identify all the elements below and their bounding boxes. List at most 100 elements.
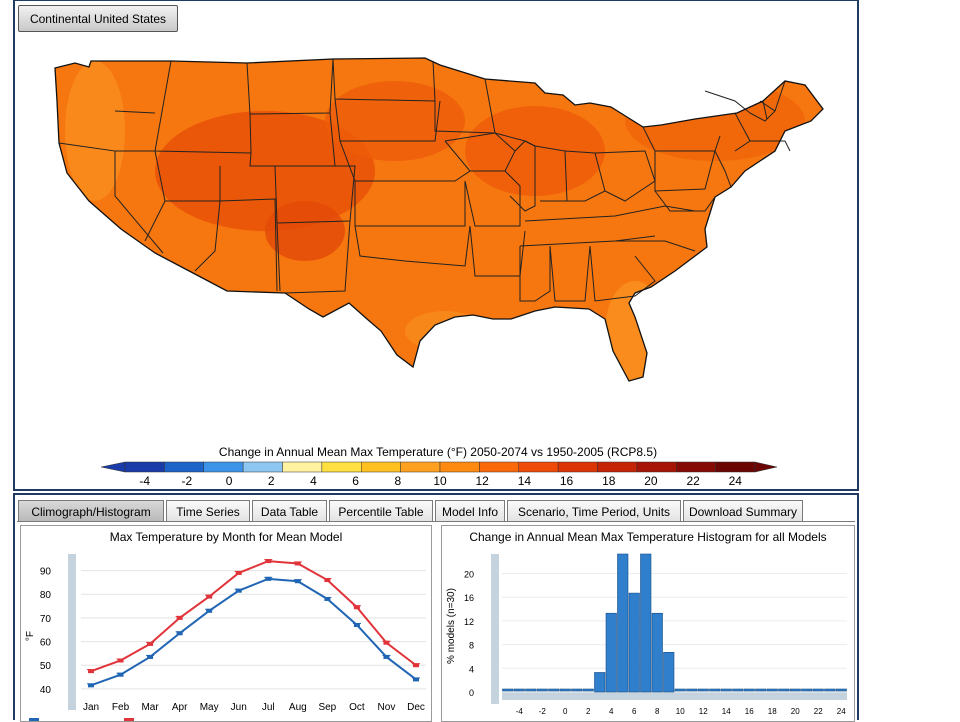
legend-tick-label: 0 xyxy=(226,474,233,488)
y-tick-label: 70 xyxy=(40,614,52,625)
histogram-bar[interactable] xyxy=(502,688,514,692)
y-axis-label: % models (n=30) xyxy=(446,588,457,664)
x-tick-label: -4 xyxy=(516,707,524,716)
histogram-bar[interactable] xyxy=(605,612,617,693)
histogram-bar[interactable] xyxy=(640,553,652,693)
histogram-bar[interactable] xyxy=(789,688,801,692)
legend-high-arrow xyxy=(754,461,778,473)
histogram-bar[interactable] xyxy=(674,688,686,692)
legend-tick-label: 4 xyxy=(310,474,317,488)
data-point[interactable] xyxy=(206,594,213,599)
histogram-bar[interactable] xyxy=(617,553,629,693)
histogram-bar[interactable] xyxy=(513,688,525,692)
tab-percentile-table[interactable]: Percentile Table xyxy=(329,500,433,522)
histogram-bar[interactable] xyxy=(582,688,594,692)
data-point[interactable] xyxy=(176,631,183,636)
x-scrollbar[interactable] xyxy=(502,692,847,700)
histogram-bar[interactable] xyxy=(812,688,824,692)
tab-time-series[interactable]: Time Series xyxy=(166,500,250,522)
legend-tick-label: 20 xyxy=(644,474,658,488)
histogram-bar[interactable] xyxy=(697,688,709,692)
legend-tick-label: 22 xyxy=(686,474,700,488)
us-map[interactable] xyxy=(15,1,861,441)
legend-tick-label: 8 xyxy=(394,474,401,488)
temperature-fill xyxy=(55,58,823,381)
data-point[interactable] xyxy=(383,640,390,645)
data-point[interactable] xyxy=(324,596,331,601)
histogram-bar[interactable] xyxy=(571,688,583,692)
histogram-bar[interactable] xyxy=(778,688,790,692)
histogram-bar[interactable] xyxy=(755,688,767,692)
data-point[interactable] xyxy=(235,588,242,593)
histogram-bar[interactable] xyxy=(628,592,640,693)
x-tick-label: Mar xyxy=(141,702,159,713)
data-point[interactable] xyxy=(147,654,154,659)
data-point[interactable] xyxy=(294,579,301,584)
histogram-bar[interactable] xyxy=(559,688,571,692)
data-point[interactable] xyxy=(265,576,272,581)
histogram-bar[interactable] xyxy=(594,672,606,693)
y-tick-label: 4 xyxy=(469,664,474,674)
histogram-bar[interactable] xyxy=(709,688,721,692)
data-point[interactable] xyxy=(117,672,124,677)
tab-climograph-histogram[interactable]: Climograph/Histogram xyxy=(18,500,164,522)
x-tick-label: 0 xyxy=(563,707,568,716)
legend-swatch xyxy=(164,461,204,473)
tab-model-info[interactable]: Model Info xyxy=(435,500,505,522)
histogram-bar[interactable] xyxy=(766,688,778,692)
histogram-bar[interactable] xyxy=(651,612,663,693)
data-point[interactable] xyxy=(413,677,419,682)
data-point[interactable] xyxy=(353,605,360,610)
x-tick-label: 22 xyxy=(814,707,823,716)
data-point[interactable] xyxy=(353,623,360,627)
region-button[interactable]: Continental United States xyxy=(18,5,178,32)
tab-scenario-time-period-units[interactable]: Scenario, Time Period, Units xyxy=(507,500,681,522)
x-tick-label: Jul xyxy=(262,702,275,713)
data-point[interactable] xyxy=(88,683,94,688)
histogram-bar[interactable] xyxy=(732,688,744,692)
histogram-panel: Change in Annual Mean Max Temperature Hi… xyxy=(441,525,855,722)
x-tick-label: Dec xyxy=(407,702,425,713)
legend-swatch xyxy=(400,461,441,473)
histogram-bar[interactable] xyxy=(835,688,847,692)
data-point[interactable] xyxy=(117,658,124,663)
data-point[interactable] xyxy=(206,608,213,613)
x-tick-label: May xyxy=(200,702,219,713)
data-point[interactable] xyxy=(383,654,390,659)
x-tick-label: 24 xyxy=(837,707,846,716)
y-scrollbar[interactable] xyxy=(491,554,499,704)
histogram-bar[interactable] xyxy=(824,688,836,692)
data-point[interactable] xyxy=(176,615,183,620)
data-point[interactable] xyxy=(294,561,301,566)
histogram-bar[interactable] xyxy=(536,688,548,692)
legend-tick-label: 2 xyxy=(268,474,275,488)
y-tick-label: 8 xyxy=(469,641,474,651)
x-tick-label: 6 xyxy=(632,707,637,716)
histogram-bar[interactable] xyxy=(663,652,675,693)
y-tick-label: 20 xyxy=(464,570,474,580)
y-scrollbar[interactable] xyxy=(68,554,76,710)
climograph-chart[interactable]: 40 50 60 70 80 90 °F Jan Feb Mar Apr May Jun Jul Aug Se… xyxy=(21,546,431,721)
x-tick-label: 10 xyxy=(676,707,685,716)
legend-tick-label: -4 xyxy=(139,474,150,488)
x-tick-label: 4 xyxy=(609,707,614,716)
data-point[interactable] xyxy=(265,559,272,564)
histogram-bar[interactable] xyxy=(686,688,698,692)
data-point[interactable] xyxy=(235,570,242,575)
histogram-bar[interactable] xyxy=(525,688,537,692)
histogram-bar[interactable] xyxy=(801,688,813,692)
x-tick-label: Oct xyxy=(349,702,365,713)
data-point[interactable] xyxy=(88,669,94,674)
y-tick-label: 12 xyxy=(464,617,474,627)
data-point[interactable] xyxy=(413,663,419,668)
histogram-bar[interactable] xyxy=(743,688,755,692)
legend-swatch xyxy=(124,461,165,473)
data-point[interactable] xyxy=(147,641,154,646)
x-tick-label: 8 xyxy=(655,707,660,716)
tab-download-summary[interactable]: Download Summary xyxy=(683,500,803,522)
data-point[interactable] xyxy=(324,578,331,583)
tab-data-table[interactable]: Data Table xyxy=(252,500,327,522)
histogram-bar[interactable] xyxy=(548,688,560,692)
histogram-bar[interactable] xyxy=(720,688,732,692)
